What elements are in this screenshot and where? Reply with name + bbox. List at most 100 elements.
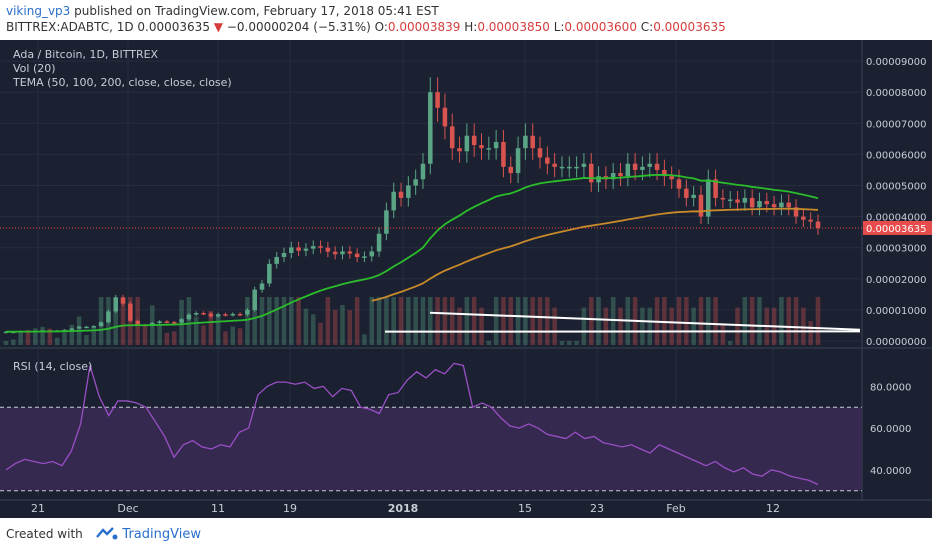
candle-body [369,251,375,257]
volume-bar [537,297,543,345]
volume-bar [559,341,565,345]
volume-bar [618,307,623,345]
candle-body [237,313,243,316]
volume-bar [398,297,404,345]
candle-body [318,246,323,248]
volume-bar [252,297,257,345]
candle-body [698,194,704,217]
volume-bar [647,307,653,345]
candle-body [274,257,279,264]
low-value: 0.00003600 [564,20,637,34]
candle-body [610,173,616,180]
volume-bar [54,337,60,345]
candle-body [157,321,162,323]
chart-area[interactable]: 0.00000000 0.00001000 0.00002000 0.00003000… [0,40,932,518]
candle-body [530,135,535,149]
volume-bar [186,297,192,345]
candle-body [332,251,338,255]
candle-body [267,263,272,284]
volume-bar [201,325,206,345]
volume-bar [215,316,221,345]
candle-body [581,163,587,167]
volume-bar [596,297,601,345]
candle-body [128,303,133,321]
volume-bar [801,307,806,345]
candle-body [428,92,433,164]
volume-bar [120,297,126,345]
volume-bar [545,297,550,345]
candle-body [69,328,75,331]
candle-body [793,207,799,217]
created-with-text: Created with [6,527,83,541]
legend-rsi: RSI (14, close) [13,360,93,373]
candle-body [340,251,345,255]
volume-bar [493,297,499,345]
volume-bar [376,297,382,345]
y-tick-label: 0.00005000 [866,182,926,193]
candle-body [618,173,623,177]
candle-body [391,191,396,211]
volume-bar [808,321,813,345]
candle-body [508,166,514,174]
candle-body [442,107,448,127]
candle-body [113,297,118,312]
volume-bar [193,316,199,345]
last-price-label-bg [863,220,932,235]
candle-body [640,166,645,170]
candle-body [537,148,543,158]
volume-bar [84,335,89,345]
symbol-line: BITTREX:ADABTC, 1D [6,20,134,34]
candle-body [486,148,492,150]
volume-bar [449,297,455,345]
tradingview-brand[interactable]: TradingView [122,527,201,542]
volume-bar [530,297,535,345]
candle-body [706,179,711,217]
volume-bar [574,341,579,345]
volume-bar [471,297,477,345]
candle-body [632,163,638,170]
author-name[interactable]: viking_vp3 [6,4,71,18]
candle-body [420,163,426,180]
candle-body [259,283,265,290]
candle-body [98,322,104,327]
volume-bar [340,305,345,345]
volume-bar [508,297,514,345]
volume-bar [384,297,389,345]
candle-body [310,246,316,249]
open-value: 0.00003839 [387,20,461,34]
candle-body [479,145,484,149]
chart-svg[interactable]: 0.00000000 0.00001000 0.00002000 0.00003000… [0,40,932,518]
candle-body [684,188,689,198]
y-tick-label: 0.00000000 [866,337,926,348]
volume-bar [25,329,31,345]
candle-body [179,319,184,323]
candle-body [362,256,367,258]
candle-body [779,202,784,208]
volume-bar [552,307,557,345]
x-tick-label: 11 [211,502,225,515]
candle-body [713,179,718,198]
volume-bar [786,297,792,345]
candle-body [303,248,309,251]
candle-body [186,314,192,320]
rsi-tick-label: 60.0000 [870,424,911,435]
volume-bar [296,297,301,345]
candle-body [413,179,418,186]
volume-bar [267,297,272,345]
volume-bar [32,328,38,345]
volume-bar [442,297,448,345]
candle-body [720,197,726,200]
last-price: 0.00003635 [137,20,210,34]
candle-body [435,92,440,108]
volume-bar [501,297,506,345]
volume-bar [698,297,704,345]
candle-body [625,163,631,177]
high-value: 0.00003850 [477,20,550,34]
last-price-label: 0.00003635 [866,224,926,235]
candle-body [245,309,250,315]
candle-body [574,166,579,169]
volume-bar [47,328,53,345]
candle-body [669,176,674,180]
volume-bar [259,297,265,345]
volume-bar [420,297,426,345]
